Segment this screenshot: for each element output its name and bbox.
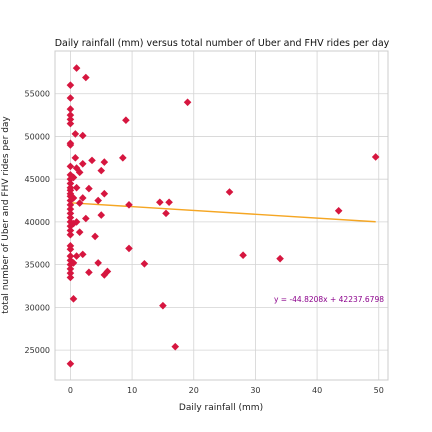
grid-layer	[55, 51, 388, 380]
data-point	[66, 192, 75, 201]
data-point	[66, 94, 75, 102]
data-point	[78, 131, 87, 140]
data-point	[66, 209, 75, 218]
plot-frame	[54, 50, 389, 381]
data-point	[66, 115, 75, 124]
data-point	[66, 273, 75, 282]
ticks-layer: 0 10 20 30 40 50 25000 30000 35000 40000 45000 5000…	[25, 90, 384, 395]
data-point	[82, 73, 90, 82]
data-point	[78, 250, 87, 259]
data-point	[371, 153, 380, 161]
data-point	[69, 173, 78, 182]
regression-equation: y = -44.8208x + 42237.6798	[274, 295, 384, 304]
data-point	[156, 198, 164, 207]
data-point	[72, 218, 81, 226]
regression-layer	[70, 202, 376, 223]
data-point	[69, 219, 78, 228]
data-point	[69, 259, 78, 267]
data-point	[66, 245, 75, 254]
data-point	[91, 232, 99, 241]
data-point	[276, 254, 284, 263]
x-tick-label: 20	[189, 386, 199, 395]
data-point	[66, 119, 75, 128]
data-point	[100, 189, 109, 198]
data-point	[66, 141, 75, 149]
data-point	[103, 267, 112, 276]
data-point	[334, 207, 343, 215]
data-point	[88, 156, 96, 165]
data-point	[66, 252, 75, 260]
points-layer	[66, 64, 380, 368]
data-point	[66, 213, 75, 222]
y-tick-label: 25000	[25, 346, 50, 355]
data-point	[75, 199, 84, 207]
y-tick-label: 40000	[25, 218, 50, 227]
y-tick-label: 35000	[25, 261, 50, 270]
x-axis-label: Daily rainfall (mm)	[179, 403, 263, 413]
data-point	[71, 154, 80, 162]
data-point	[66, 226, 75, 235]
data-point	[162, 209, 170, 218]
data-point	[66, 359, 75, 368]
y-tick-label: 45000	[25, 175, 50, 184]
data-point	[94, 259, 102, 267]
data-point	[69, 295, 78, 303]
data-point	[85, 184, 93, 193]
data-point	[72, 252, 81, 260]
data-point	[66, 81, 75, 89]
data-point	[66, 265, 75, 273]
x-tick-label: 50	[374, 386, 384, 395]
data-point	[97, 211, 106, 219]
data-point	[100, 158, 109, 166]
data-point	[165, 198, 173, 207]
data-point	[159, 301, 167, 310]
data-point	[225, 188, 234, 196]
y-tick-label: 30000	[25, 303, 50, 312]
data-point	[78, 194, 87, 202]
y-axis-label: total number of Uber and FHV rides per d…	[1, 116, 11, 314]
data-point	[69, 194, 78, 202]
x-tick-label: 0	[68, 386, 73, 395]
data-point	[66, 196, 75, 205]
data-point	[72, 183, 81, 192]
y-tick-label: 50000	[25, 132, 50, 141]
data-point	[94, 196, 102, 205]
data-point	[66, 162, 75, 171]
data-point	[140, 259, 149, 268]
data-point	[66, 111, 75, 119]
data-point	[66, 230, 75, 239]
data-point	[66, 175, 75, 183]
data-point	[82, 214, 90, 223]
data-point	[66, 105, 75, 113]
x-tick-label: 40	[312, 386, 322, 395]
data-point	[122, 116, 130, 125]
data-point	[66, 222, 75, 230]
data-point	[66, 201, 75, 209]
data-point	[239, 251, 247, 260]
y-tick-label: 55000	[25, 90, 50, 99]
data-point	[171, 342, 180, 351]
data-point	[66, 269, 75, 277]
data-point	[97, 166, 106, 175]
data-point	[125, 244, 133, 253]
x-tick-label: 30	[250, 386, 260, 395]
data-point	[119, 154, 127, 162]
regression-line	[70, 202, 376, 223]
data-point	[72, 64, 81, 72]
data-point	[75, 168, 84, 177]
data-point	[125, 201, 133, 209]
chart-title: Daily rainfall (mm) versus total number …	[55, 38, 390, 49]
data-point	[66, 179, 75, 188]
x-tick-label: 10	[127, 386, 137, 395]
data-point	[75, 228, 84, 236]
data-point	[71, 130, 80, 138]
data-point	[66, 205, 75, 213]
data-point	[78, 160, 87, 168]
data-point	[85, 268, 93, 277]
data-point	[183, 98, 192, 107]
